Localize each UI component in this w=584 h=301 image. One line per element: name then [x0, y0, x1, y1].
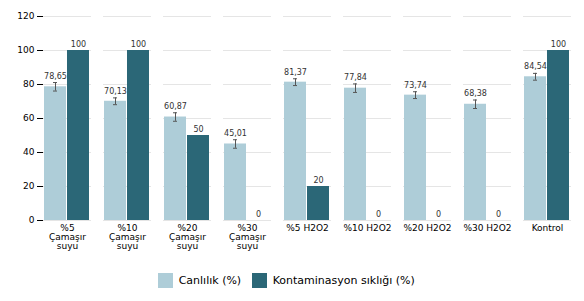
- svg-text:100: 100: [71, 40, 86, 49]
- svg-text:80: 80: [23, 79, 35, 89]
- svg-text:0: 0: [376, 210, 381, 219]
- svg-text:73,74: 73,74: [404, 81, 427, 90]
- svg-text:100: 100: [551, 40, 566, 49]
- svg-text:84,54: 84,54: [524, 62, 547, 71]
- svg-text:100: 100: [131, 40, 146, 49]
- html-text:Kontaminasyon sıklığı (%): Kontaminasyon sıklığı (%): [272, 274, 415, 287]
- svg-text:0: 0: [436, 210, 441, 219]
- svg-text:70,13: 70,13: [104, 87, 127, 96]
- svg-text:%30Çamaşırsuyu: %30Çamaşırsuyu: [229, 223, 266, 251]
- svg-text:%20 H2O2: %20 H2O2: [403, 223, 451, 233]
- svg-text:78,65: 78,65: [44, 72, 67, 81]
- svg-text:%5Çamaşırsuyu: %5Çamaşırsuyu: [49, 223, 86, 251]
- svg-text:%10 H2O2: %10 H2O2: [343, 223, 391, 233]
- html-text:Canlılık (%): Canlılık (%): [178, 274, 242, 287]
- svg-text:%30 H2O2: %30 H2O2: [463, 223, 511, 233]
- svg-text:100: 100: [17, 45, 34, 55]
- svg-text:0: 0: [256, 210, 261, 219]
- svg-text:%20Çamaşırsuyu: %20Çamaşırsuyu: [169, 223, 206, 251]
- svg-text:40: 40: [23, 147, 35, 157]
- svg-text:20: 20: [23, 181, 35, 191]
- svg-text:0: 0: [29, 215, 35, 225]
- svg-text:20: 20: [313, 176, 323, 185]
- svg-text:60: 60: [23, 113, 35, 123]
- svg-text:%5 H2O2: %5 H2O2: [286, 223, 328, 233]
- svg-text:81,37: 81,37: [284, 68, 307, 77]
- svg-text:0: 0: [496, 210, 501, 219]
- svg-text:77,84: 77,84: [344, 73, 367, 82]
- svg-text:Kontrol: Kontrol: [532, 223, 564, 233]
- svg-text:45,01: 45,01: [224, 129, 247, 138]
- svg-text:68,38: 68,38: [464, 89, 487, 98]
- svg-text:60,87: 60,87: [164, 102, 187, 111]
- svg-text:120: 120: [17, 11, 34, 21]
- svg-text:%10Çamaşırsuyu: %10Çamaşırsuyu: [109, 223, 146, 251]
- svg-text:50: 50: [193, 125, 203, 134]
